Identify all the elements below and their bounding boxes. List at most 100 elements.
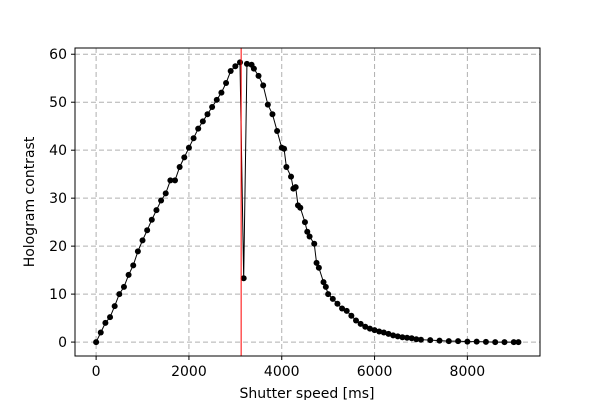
data-point: [376, 328, 383, 335]
data-point: [413, 336, 420, 343]
data-point: [357, 320, 364, 327]
data-point: [417, 336, 424, 343]
data-point: [380, 329, 387, 336]
data-point: [111, 303, 118, 310]
y-tick-label: 0: [58, 335, 67, 351]
y-tick-label: 10: [49, 287, 67, 303]
data-point: [195, 125, 202, 132]
data-point: [510, 339, 517, 346]
data-point: [190, 135, 197, 142]
data-point: [334, 300, 341, 307]
data-point: [120, 283, 127, 290]
data-point: [185, 144, 192, 151]
data-point: [427, 337, 434, 344]
data-point: [283, 163, 290, 170]
data-point: [399, 334, 406, 341]
data-point: [172, 177, 179, 184]
data-point: [204, 111, 211, 118]
data-point: [162, 190, 169, 197]
data-point: [218, 89, 225, 96]
data-point: [515, 339, 522, 346]
data-point: [181, 154, 188, 161]
data-point: [304, 228, 311, 235]
data-point: [213, 96, 220, 103]
data-point: [125, 271, 132, 278]
x-tick-label: 6000: [357, 364, 393, 380]
data-point: [455, 338, 462, 345]
data-point: [153, 207, 160, 214]
data-point: [158, 197, 165, 204]
data-point: [107, 314, 114, 321]
data-point: [240, 275, 247, 282]
data-point: [148, 216, 155, 223]
data-point: [199, 118, 206, 125]
x-tick-label: 2000: [171, 364, 207, 380]
data-point: [339, 305, 346, 312]
data-point: [209, 104, 216, 111]
data-point: [325, 291, 332, 298]
data-point: [436, 337, 443, 344]
x-tick-label: 8000: [450, 364, 486, 380]
data-point: [501, 339, 508, 346]
data-point: [255, 72, 262, 79]
data-point: [482, 338, 489, 345]
data-point: [394, 333, 401, 340]
data-point: [97, 329, 104, 336]
data-point: [366, 325, 373, 332]
data-point: [269, 111, 276, 118]
data-point: [250, 65, 257, 72]
data-point: [320, 279, 327, 286]
data-point: [371, 327, 378, 334]
data-point: [130, 262, 137, 269]
data-point: [301, 219, 308, 226]
data-point: [348, 312, 355, 319]
plot-frame: [74, 47, 541, 357]
data-point: [260, 82, 267, 89]
y-tick-label: 60: [49, 47, 67, 63]
data-point: [313, 259, 320, 266]
y-tick-label: 20: [49, 239, 67, 255]
data-point: [464, 338, 471, 345]
data-point: [93, 339, 100, 346]
data-point: [385, 330, 392, 337]
x-axis-label: Shutter speed [ms]: [239, 386, 374, 400]
y-axis-label: Hologram contrast: [22, 136, 38, 267]
data-point: [445, 338, 452, 345]
data-point: [144, 227, 151, 234]
data-point: [315, 264, 322, 271]
data-point: [404, 334, 411, 341]
data-point: [329, 295, 336, 302]
data-point: [288, 173, 295, 180]
data-point: [343, 307, 350, 314]
y-tick-label: 30: [49, 191, 67, 207]
data-point: [139, 237, 146, 244]
data-point: [322, 283, 329, 290]
data-point: [274, 127, 281, 134]
y-tick-label: 50: [49, 95, 67, 111]
data-point: [264, 101, 271, 108]
data-point: [232, 63, 239, 70]
data-point: [102, 319, 109, 326]
data-point: [176, 163, 183, 170]
data-point: [311, 240, 318, 247]
data-point: [362, 323, 369, 330]
data-point: [227, 68, 234, 75]
data-point: [352, 317, 359, 324]
data-point: [116, 291, 123, 298]
x-tick-label: 4000: [264, 364, 300, 380]
data-point: [281, 145, 288, 152]
data-point: [292, 184, 299, 191]
data-point: [167, 177, 174, 184]
data-point: [492, 339, 499, 346]
data-point: [408, 335, 415, 342]
data-point: [297, 204, 304, 211]
data-point: [243, 60, 250, 67]
data-point: [306, 233, 313, 240]
data-point: [223, 80, 230, 87]
data-point: [134, 248, 141, 255]
data-point: [236, 59, 243, 66]
data-point: [473, 338, 480, 345]
data-point: [390, 332, 397, 339]
x-tick-label: 0: [92, 364, 101, 380]
